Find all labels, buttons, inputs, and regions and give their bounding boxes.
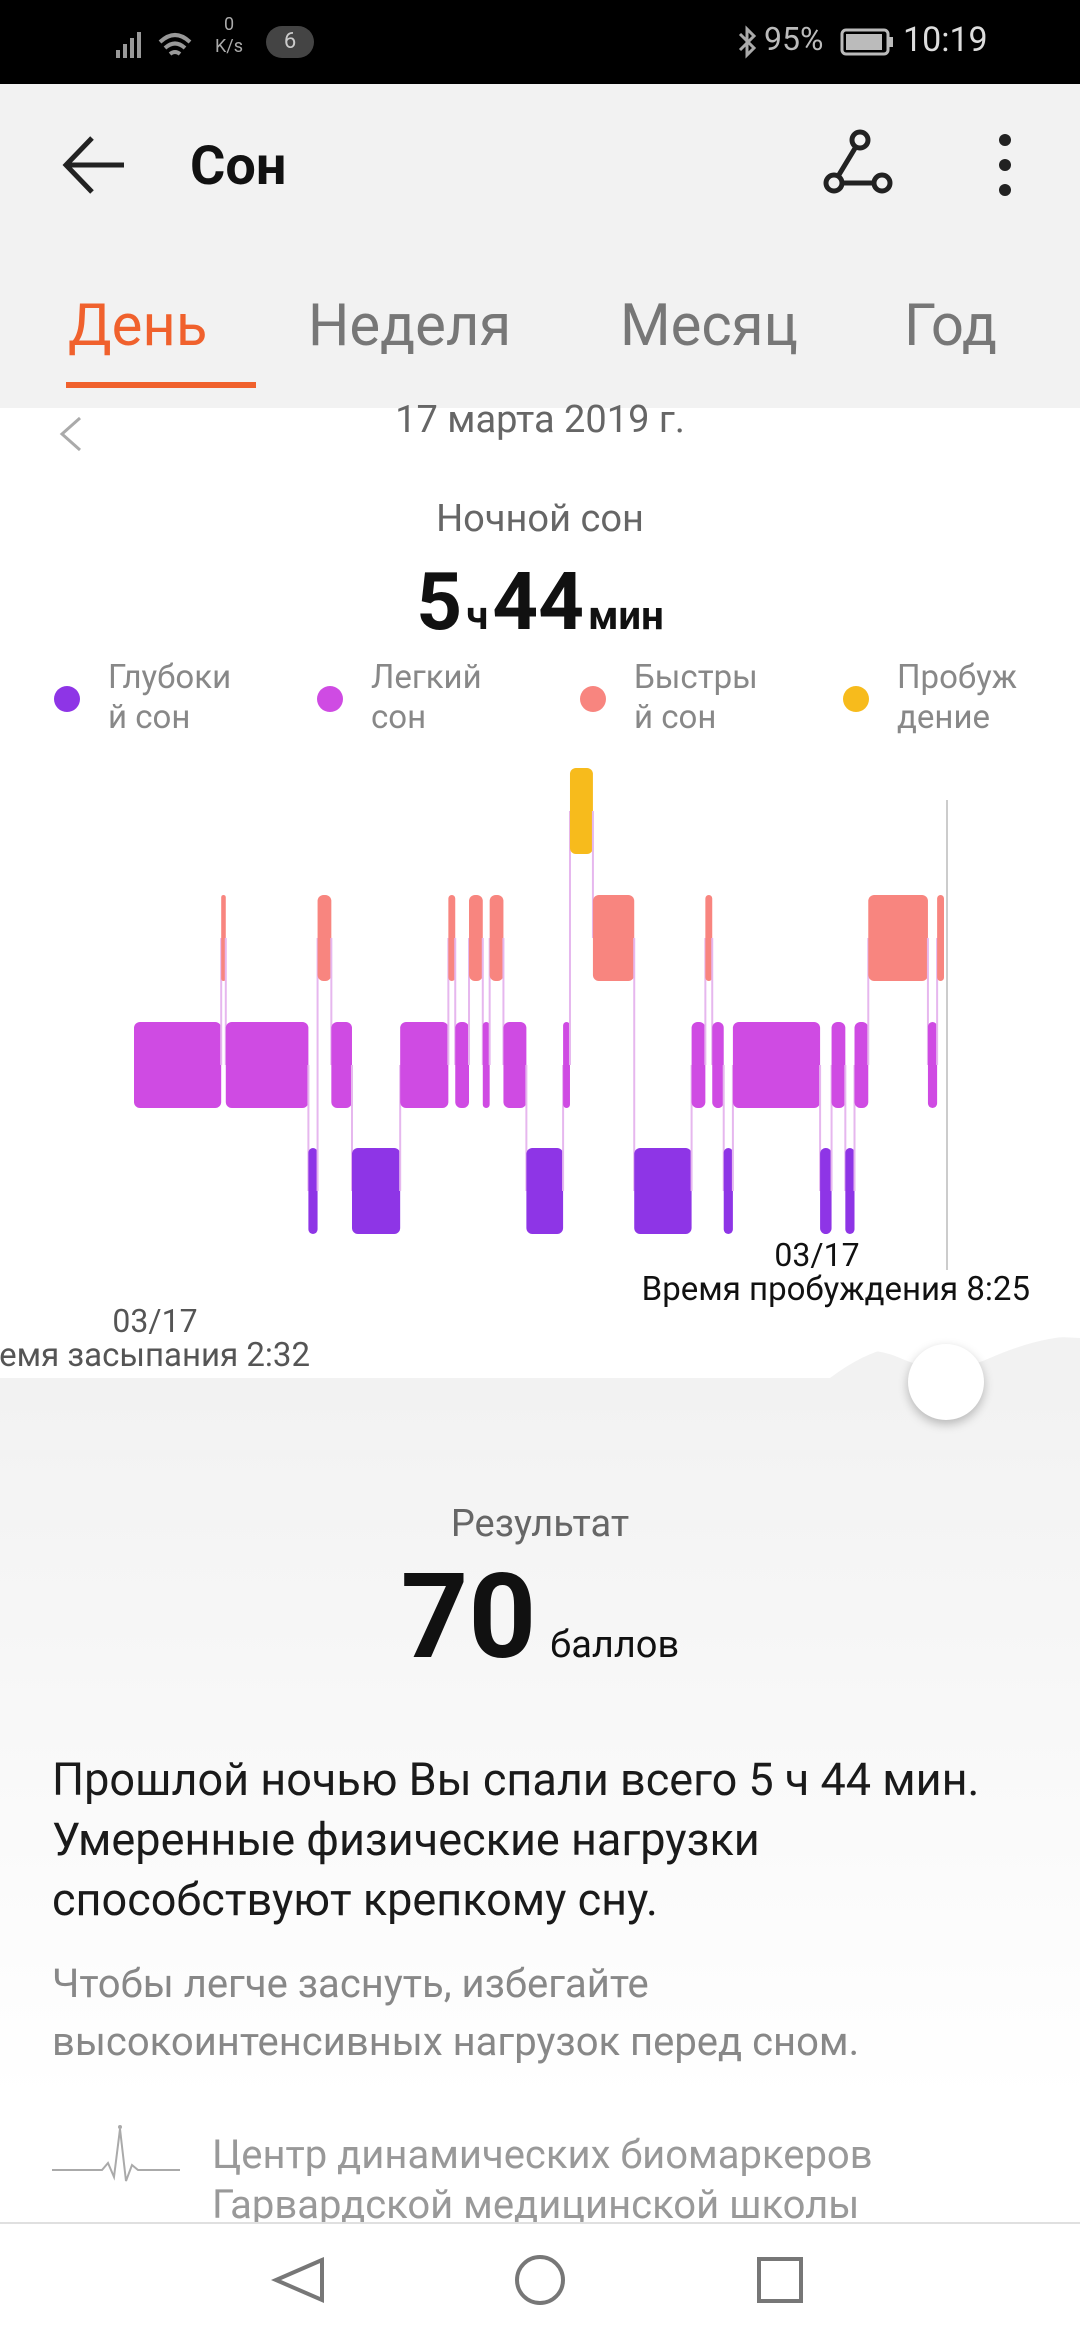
share-button[interactable] — [820, 128, 900, 200]
prev-day[interactable] — [59, 416, 81, 452]
sleep-segment — [592, 895, 635, 981]
legend-dot — [843, 686, 869, 712]
tab[interactable]: Неделя — [308, 292, 512, 360]
minutes-unit: мин — [588, 592, 664, 639]
tip-text: Чтобы легче заснуть, избегайте высокоинт… — [52, 1960, 860, 2065]
sleep-segment — [503, 1022, 527, 1108]
clock: 10:19 — [903, 20, 988, 60]
sleep-segment — [489, 895, 504, 981]
wake-time: Время пробуждения 8:25 — [641, 1270, 1030, 1309]
sleep-duration: 5 ч 44 мин — [0, 555, 1080, 649]
page-title: Сон — [190, 135, 287, 198]
sleep-segment — [937, 895, 944, 981]
sleep-segment — [317, 895, 332, 981]
sleep-segment — [723, 1148, 733, 1234]
legend-label: дение — [897, 698, 990, 737]
sleep-segment — [221, 895, 226, 981]
start-date: 03/17 — [112, 1302, 198, 1340]
status-bar: 0 K/s 6 95% 10:19 — [0, 0, 1080, 84]
battery-percent: 95% — [764, 20, 824, 58]
score-unit: баллов — [550, 1623, 680, 1667]
sleep-segment — [854, 1022, 869, 1108]
sleep-segment — [134, 1022, 222, 1108]
tab[interactable]: День — [68, 292, 208, 360]
legend-item: Легкий сон — [315, 658, 555, 748]
legend-label: Глубоки — [108, 658, 232, 697]
result-label: Результат — [450, 1502, 630, 1546]
sleep-segment — [563, 1022, 570, 1108]
legend-dot — [317, 686, 343, 712]
signal-wifi-icons — [116, 32, 192, 58]
sleep-segment — [634, 1148, 692, 1234]
legend-label: й сон — [108, 698, 191, 737]
legend-dot — [54, 686, 80, 712]
legend-label: сон — [371, 698, 427, 737]
sleep-segment — [469, 895, 483, 981]
hours-unit: ч — [466, 592, 489, 639]
back-button[interactable] — [60, 132, 130, 202]
net-speed-unit: K/s — [214, 36, 243, 57]
sleep-segment — [712, 1022, 724, 1108]
legend-item: Пробуж дение — [841, 658, 1080, 748]
sleep-segment — [225, 1022, 309, 1108]
end-date: 03/17 — [774, 1236, 860, 1274]
legend-dot — [580, 686, 606, 712]
bluetooth-icon — [738, 25, 757, 59]
tab[interactable]: Месяц — [620, 292, 798, 360]
source-logo — [52, 2125, 180, 2182]
nav-home[interactable] — [515, 2255, 565, 2305]
tab-indicator — [66, 382, 256, 388]
sleep-time: Время засыпания 2:32 — [0, 1336, 310, 1375]
sleep-segment — [927, 1022, 938, 1108]
notification-badge: 6 — [266, 26, 314, 58]
sleep-segment — [732, 1022, 821, 1108]
date: 17 марта 2019 г. — [395, 398, 685, 442]
legend-label: Быстры — [634, 658, 758, 697]
advice-text: Прошлой ночью Вы спали всего 5 ч 44 мин.… — [52, 1753, 980, 1926]
summary-label: Ночной сон — [436, 497, 644, 541]
net-speed: 0 — [223, 14, 235, 35]
sleep-segment — [455, 1022, 470, 1108]
legend-label: Пробуж — [897, 658, 1018, 697]
sleep-segment — [845, 1148, 855, 1234]
sleep-segment — [400, 1022, 449, 1108]
legend-item: Глубоки й сон — [52, 658, 292, 748]
sleep-segment — [331, 1022, 352, 1108]
chart-card — [0, 408, 1080, 1378]
sleep-segment — [351, 1148, 401, 1234]
legend-item: Быстры й сон — [578, 658, 818, 748]
nav-back[interactable] — [270, 2256, 324, 2304]
battery-icon — [840, 28, 893, 56]
sleep-segment — [482, 1022, 490, 1108]
score-value: 70 — [400, 1548, 537, 1686]
hours: 5 — [416, 555, 463, 649]
score: 70 баллов — [0, 1548, 1080, 1686]
legend-label: й сон — [634, 698, 717, 737]
sleep-segment — [868, 895, 928, 981]
sleep-segment — [691, 1022, 706, 1108]
sleep-segment — [831, 1022, 846, 1108]
nav-bar — [0, 2222, 1080, 2340]
nav-recent[interactable] — [757, 2257, 803, 2303]
sleep-segment — [526, 1148, 564, 1234]
sleep-segment — [448, 895, 456, 981]
more-menu[interactable] — [990, 130, 1020, 202]
sleep-segment — [569, 768, 593, 854]
minutes: 44 — [492, 555, 585, 649]
slider-knob[interactable] — [908, 1344, 984, 1420]
sleep-segment — [308, 1148, 318, 1234]
legend-label: Легкий — [371, 658, 482, 697]
source-text: Центр динамических биомаркеров Гарвардск… — [212, 2131, 873, 2228]
tab[interactable]: Год — [904, 292, 997, 360]
sleep-segment — [705, 895, 713, 981]
sleep-segment — [820, 1148, 832, 1234]
